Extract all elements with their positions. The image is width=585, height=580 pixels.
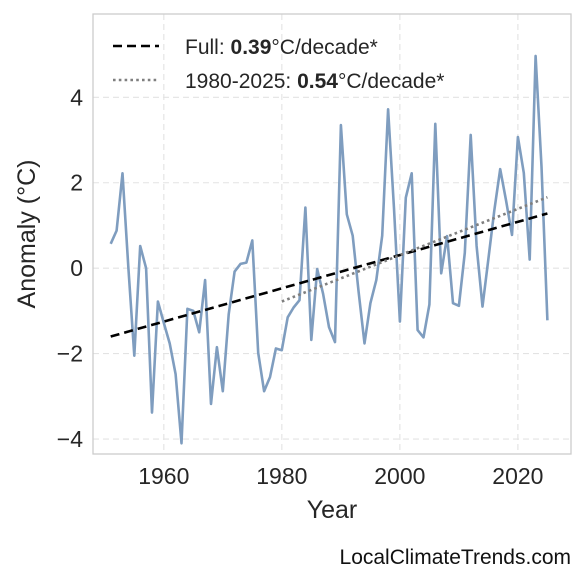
y-tick-label: 4 — [70, 84, 83, 110]
trend-line-1980-2025 — [281, 196, 548, 303]
x-tick-label: 1980 — [256, 463, 307, 489]
legend-full-suffix: °C/decade* — [271, 36, 377, 59]
x-tick-label: 1960 — [138, 463, 189, 489]
legend-recent-suffix: °C/decade* — [338, 70, 444, 93]
x-tick-label: 2020 — [492, 463, 543, 489]
x-axis-title: Year — [307, 496, 358, 524]
series-line-anomaly — [109, 54, 549, 445]
legend-full-value: 0.39 — [231, 36, 272, 59]
series-group — [109, 54, 549, 445]
y-tick-labels: −4 −2 0 2 4 — [57, 84, 83, 452]
plot-frame — [92, 13, 572, 455]
y-tick-label: −2 — [57, 341, 83, 367]
legend-label-full: Full: 0.39°C/decade* — [185, 36, 378, 59]
y-axis-title: Anomaly (°C) — [13, 160, 41, 309]
legend-recent-value: 0.54 — [297, 70, 338, 93]
y-tick-label: 2 — [70, 170, 83, 196]
x-tick-labels: 1960 1980 2000 2020 — [138, 463, 543, 489]
trend-line-full — [110, 212, 548, 338]
legend-recent-prefix: 1980-2025: — [185, 70, 297, 93]
legend: Full: 0.39°C/decade* 1980-2025: 0.54°C/d… — [113, 36, 444, 93]
legend-full-prefix: Full: — [185, 36, 231, 59]
x-tick-label: 2000 — [374, 463, 425, 489]
grid-lines — [93, 14, 571, 454]
y-tick-label: −4 — [57, 426, 83, 452]
watermark: LocalClimateTrends.com — [339, 546, 571, 569]
y-tick-label: 0 — [70, 255, 83, 281]
legend-label-recent: 1980-2025: 0.54°C/decade* — [185, 70, 444, 93]
